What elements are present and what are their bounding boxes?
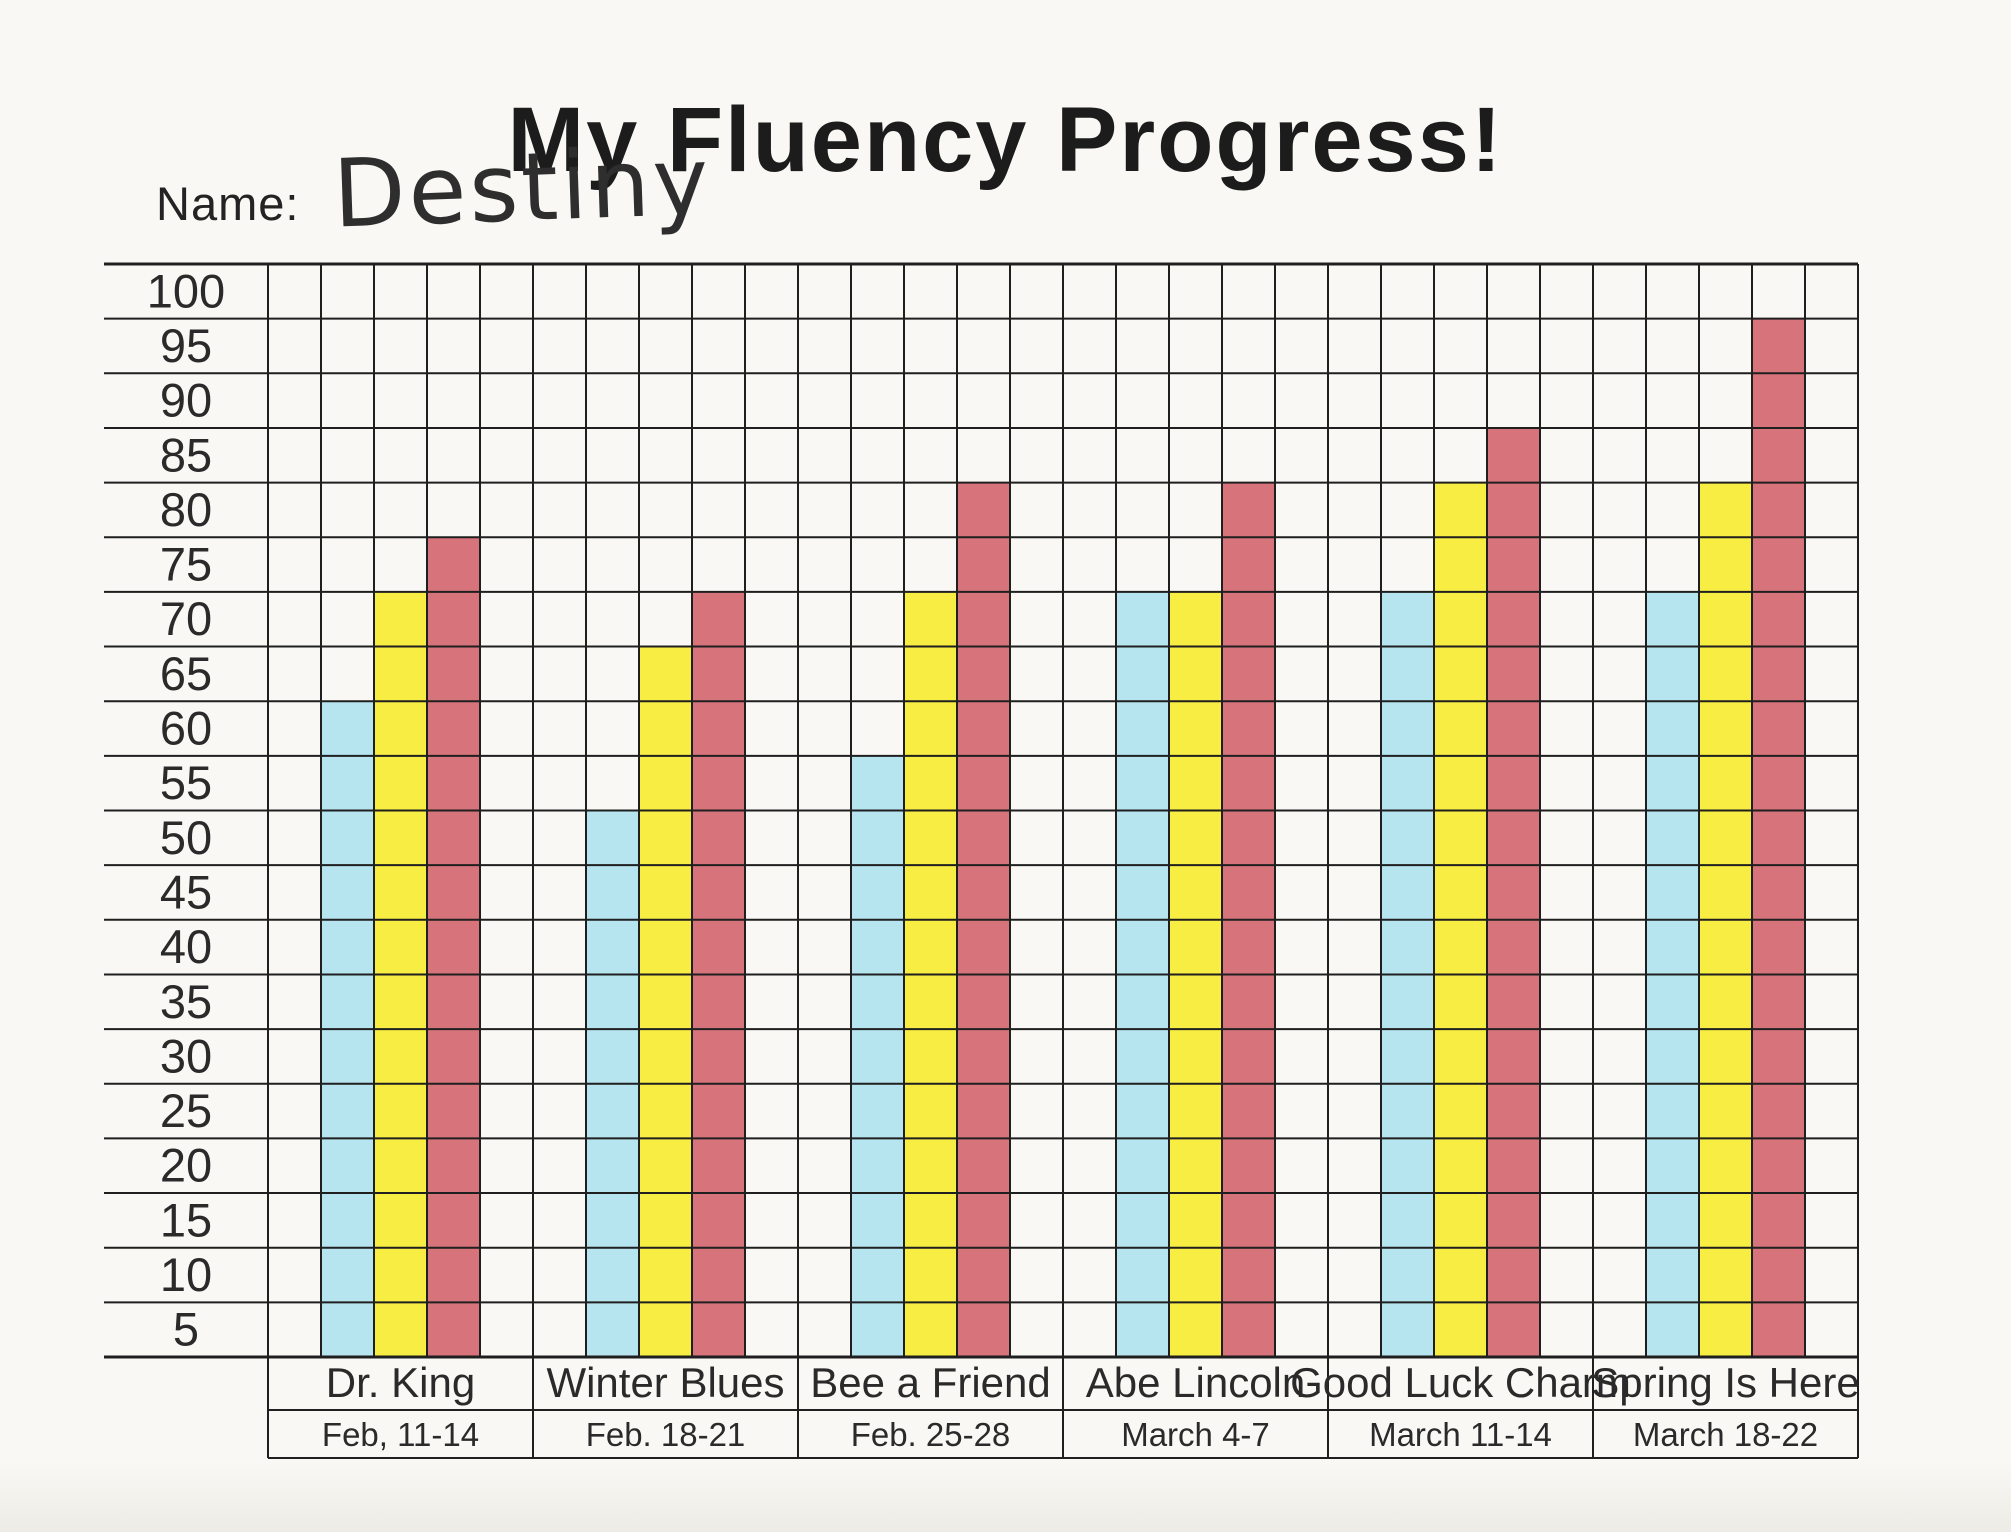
category-label-winter-blues: Winter Blues bbox=[546, 1359, 784, 1406]
bar-bee-a-friend-blue bbox=[851, 755, 904, 1357]
y-tick-25: 25 bbox=[160, 1084, 212, 1137]
y-tick-5: 5 bbox=[173, 1303, 199, 1356]
y-tick-90: 90 bbox=[160, 374, 212, 427]
y-tick-95: 95 bbox=[160, 319, 212, 372]
chart-gridlines bbox=[104, 262, 1859, 1459]
bar-good-luck-charm-red bbox=[1487, 427, 1540, 1357]
date-label-good-luck-charm: March 11-14 bbox=[1369, 1416, 1552, 1453]
bar-dr-king-red bbox=[427, 537, 480, 1357]
date-label-winter-blues: Feb. 18-21 bbox=[586, 1416, 746, 1453]
date-label-spring-is-here: March 18-22 bbox=[1633, 1416, 1818, 1453]
page-title: My Fluency Progress! bbox=[507, 88, 1504, 191]
date-label-bee-a-friend: Feb. 25-28 bbox=[851, 1416, 1011, 1453]
y-tick-60: 60 bbox=[160, 702, 212, 755]
y-tick-35: 35 bbox=[160, 975, 212, 1028]
bar-winter-blues-yellow bbox=[639, 646, 692, 1357]
name-label: Name: bbox=[156, 177, 300, 230]
category-labels: Dr. King Winter Blues Bee a Friend Abe Linc… bbox=[326, 1359, 1860, 1406]
y-tick-20: 20 bbox=[160, 1139, 212, 1192]
category-label-good-luck-charm: Good Luck Charm bbox=[1290, 1359, 1631, 1406]
y-tick-45: 45 bbox=[160, 865, 212, 918]
category-label-spring-is-here: Spring Is Here bbox=[1591, 1359, 1859, 1406]
bar-spring-is-here-red bbox=[1752, 318, 1805, 1357]
y-tick-55: 55 bbox=[160, 756, 212, 809]
y-tick-65: 65 bbox=[160, 647, 212, 700]
date-label-abe-lincoln: March 4-7 bbox=[1121, 1416, 1270, 1453]
y-tick-85: 85 bbox=[160, 428, 212, 481]
category-label-abe-lincoln: Abe Lincoln bbox=[1086, 1359, 1306, 1406]
y-tick-100: 100 bbox=[147, 264, 225, 317]
y-tick-30: 30 bbox=[160, 1029, 212, 1082]
category-label-dr-king: Dr. King bbox=[326, 1359, 475, 1406]
y-tick-80: 80 bbox=[160, 483, 212, 536]
y-tick-75: 75 bbox=[160, 538, 212, 591]
y-tick-10: 10 bbox=[160, 1248, 212, 1301]
name-field: Name: Destiny bbox=[156, 127, 714, 249]
y-tick-40: 40 bbox=[160, 920, 212, 973]
date-labels: Feb, 11-14 Feb. 18-21 Feb. 25-28 March 4-7 M… bbox=[322, 1416, 1818, 1453]
y-tick-70: 70 bbox=[160, 592, 212, 645]
y-tick-50: 50 bbox=[160, 811, 212, 864]
category-label-bee-a-friend: Bee a Friend bbox=[810, 1359, 1050, 1406]
date-label-dr-king: Feb, 11-14 bbox=[322, 1416, 479, 1453]
y-tick-15: 15 bbox=[160, 1193, 212, 1246]
